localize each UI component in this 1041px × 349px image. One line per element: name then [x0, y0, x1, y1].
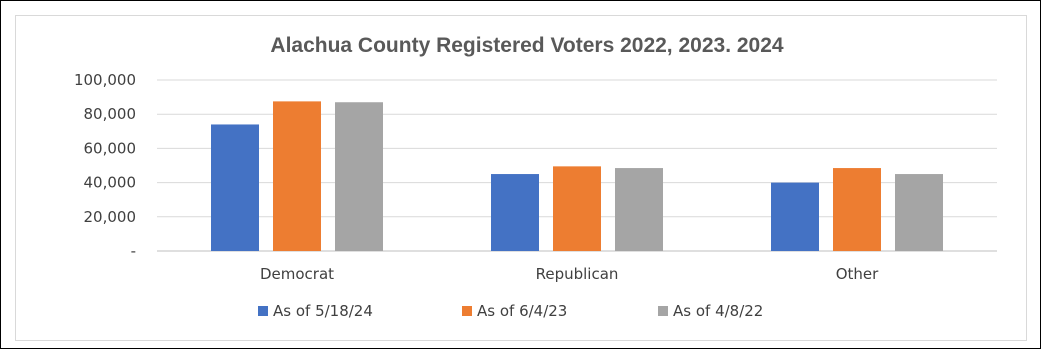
- bar: [615, 168, 663, 251]
- y-tick-label: 80,000: [84, 105, 137, 123]
- y-tick-label: 100,000: [74, 71, 136, 89]
- bar: [335, 102, 383, 251]
- y-tick-label: 40,000: [84, 174, 137, 192]
- bars: [211, 101, 943, 251]
- bar: [833, 168, 881, 251]
- bar: [491, 174, 539, 251]
- legend: As of 5/18/24 As of 6/4/23 As of 4/8/22: [258, 302, 763, 320]
- legend-swatch: [462, 306, 472, 316]
- y-tick-label: 20,000: [84, 208, 137, 226]
- legend-label: As of 4/8/22: [673, 302, 763, 320]
- x-axis-categories: Democrat Republican Other: [260, 265, 879, 283]
- y-tick-label: 60,000: [84, 139, 137, 157]
- legend-label: As of 6/4/23: [477, 302, 567, 320]
- bar: [553, 166, 601, 251]
- bar: [895, 174, 943, 251]
- legend-swatch: [258, 306, 268, 316]
- legend-swatch: [658, 306, 668, 316]
- y-axis-ticks: - 20,000 40,000 60,000 80,000 100,000: [74, 71, 136, 260]
- bar: [273, 101, 321, 251]
- legend-label: As of 5/18/24: [273, 302, 373, 320]
- bar: [771, 182, 819, 251]
- y-tick-label: -: [131, 242, 136, 260]
- x-category-label: Democrat: [260, 265, 334, 283]
- chart-title: Alachua County Registered Voters 2022, 2…: [270, 34, 783, 57]
- x-category-label: Other: [836, 265, 879, 283]
- x-category-label: Republican: [536, 265, 619, 283]
- bar: [211, 124, 259, 251]
